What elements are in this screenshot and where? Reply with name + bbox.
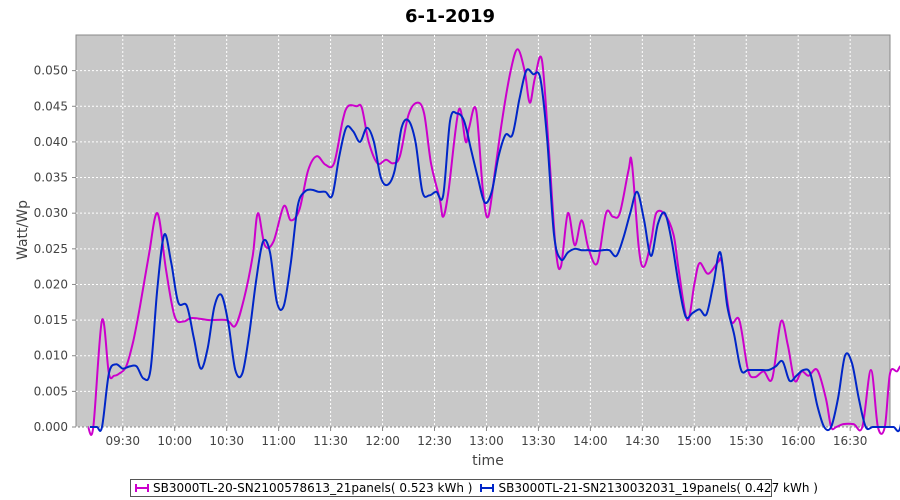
x-tick-label: 11:30 (313, 434, 348, 448)
chart-title: 6-1-2019 (405, 6, 495, 27)
y-axis: 0.000 0.005 0.010 0.015 0.020 0.025 0.030 0.035… (34, 64, 76, 434)
x-tick-label: 13:00 (469, 434, 504, 448)
x-tick-label: 12:00 (365, 434, 400, 448)
legend-item-series-2: SB3000TL-21-SN2130032031_19panels( 0.427… (480, 481, 818, 495)
x-tick-label: 16:00 (781, 434, 816, 448)
x-tick-label: 16:30 (833, 434, 868, 448)
y-tick-label: 0.010 (34, 349, 68, 363)
legend-label-series-2: SB3000TL-21-SN2130032031_19panels( 0.427… (498, 481, 818, 495)
x-tick-label: 15:00 (677, 434, 712, 448)
y-tick-label: 0.045 (34, 99, 68, 113)
y-axis-label: Watt/Wp (15, 200, 31, 260)
grid-lines (76, 35, 890, 428)
series-lines (87, 48, 900, 436)
x-tick-label: 12:30 (417, 434, 452, 448)
x-tick-label: 15:30 (729, 434, 764, 448)
y-tick-label: 0.025 (34, 242, 68, 256)
y-tick-label: 0.005 (34, 384, 68, 398)
series-line-2 (89, 68, 900, 433)
x-tick-label: 13:30 (521, 434, 556, 448)
x-tick-label: 10:00 (157, 434, 192, 448)
legend-label-series-1: SB3000TL-20-SN2100578613_21panels( 0.523… (153, 481, 473, 495)
y-tick-label: 0.000 (34, 420, 68, 434)
y-tick-label: 0.020 (34, 277, 68, 291)
x-axis: 09:30 10:00 10:30 11:00 11:30 12:00 12:30 13:00… (105, 427, 867, 448)
legend-item-series-1: SB3000TL-20-SN2100578613_21panels( 0.523… (135, 481, 472, 495)
legend-swatch-series-2 (480, 484, 495, 492)
y-tick-label: 0.050 (34, 64, 68, 78)
x-tick-label: 14:00 (573, 434, 608, 448)
x-tick-label: 10:30 (209, 434, 244, 448)
x-tick-label: 09:30 (105, 434, 140, 448)
y-tick-label: 0.035 (34, 171, 68, 185)
y-tick-label: 0.015 (34, 313, 68, 327)
plot-area (75, 34, 891, 428)
x-axis-label: time (472, 453, 504, 469)
x-tick-label: 11:00 (261, 434, 296, 448)
y-tick-label: 0.030 (34, 206, 68, 220)
y-tick-label: 0.040 (34, 135, 68, 149)
series-line-1 (87, 48, 900, 436)
legend-swatch-series-1 (135, 484, 149, 492)
legend: SB3000TL-20-SN2100578613_21panels( 0.523… (130, 479, 818, 497)
x-tick-label: 14:30 (625, 434, 660, 448)
